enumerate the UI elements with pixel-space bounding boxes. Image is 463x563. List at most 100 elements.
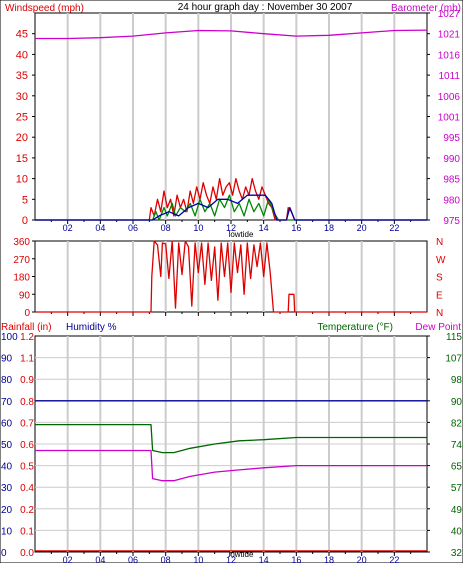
compass-label: E [436, 290, 443, 301]
compass-label: W [436, 255, 446, 266]
compass-label: N [436, 308, 443, 319]
y-tick-label-humidity: 90 [1, 354, 13, 365]
y-tick-label-windspeed: 20 [16, 132, 28, 144]
chart-title: 24 hour graph day : November 30 2007 [178, 2, 353, 13]
y-tick-label-temperature: 82 [451, 418, 463, 429]
series-line [35, 194, 427, 221]
y-tick-label-windspeed: 35 [16, 70, 28, 82]
y-tick-label-temperature: 57 [451, 483, 463, 494]
y-tick-label-rainfall: 0.6 [20, 440, 34, 451]
x-axis-label-bottom: lowtide [229, 550, 254, 559]
left-axis-label: Windspeed (mph) [5, 3, 84, 14]
y-tick-label-rainfall: 0.5 [20, 462, 34, 473]
x-tick-label: 22 [389, 555, 399, 563]
x-tick-label: 10 [193, 555, 203, 563]
y-tick-label-temperature: 49 [451, 505, 463, 516]
y-tick-label-windspeed: 15 [16, 153, 28, 165]
series-line [35, 194, 427, 221]
y-tick-label-rainfall: 1.1 [20, 354, 34, 365]
y-tick-label-barometer: 985 [443, 175, 460, 186]
y-tick-label-temperature: 98 [451, 375, 463, 386]
series-line [35, 449, 427, 482]
x-tick-label: 08 [161, 223, 171, 233]
y-tick-label-temperature: 40 [451, 526, 463, 537]
x-tick-label: 06 [128, 555, 138, 563]
y-tick-label-rainfall: 1.2 [20, 332, 34, 343]
y-tick-label-barometer: 1021 [438, 30, 461, 41]
series-line [35, 423, 427, 454]
humidity-axis-label: Humidity % [66, 322, 117, 333]
y-tick-label-temperature: 115 [446, 332, 462, 343]
x-tick-label: 20 [357, 223, 367, 233]
y-tick-label-humidity: 80 [1, 375, 13, 386]
x-tick-label: 18 [324, 555, 334, 563]
y-tick-label-windspeed: 45 [16, 29, 28, 41]
y-tick-label-humidity: 40 [1, 462, 13, 473]
y-tick-label-barometer: 1027 [438, 9, 461, 20]
x-tick-label: 18 [324, 223, 334, 233]
x-tick-label: 20 [357, 555, 367, 563]
y-tick-label-barometer: 995 [443, 133, 460, 144]
y-tick-label-temperature: 65 [451, 462, 463, 473]
series-line [35, 240, 427, 313]
temperature-axis-label: Temperature (°F) [317, 322, 393, 333]
y-tick-label-barometer: 1016 [438, 50, 461, 61]
y-tick-label-rainfall: 0.8 [20, 397, 34, 408]
y-tick-label-windspeed: 5 [22, 194, 28, 206]
x-tick-label: 16 [291, 555, 301, 563]
x-tick-label: 04 [95, 555, 105, 563]
compass-label: S [436, 273, 443, 284]
y-tick-label-humidity: 20 [1, 505, 13, 516]
x-tick-label: 06 [128, 223, 138, 233]
compass-label: N [436, 237, 443, 248]
y-tick-label-windspeed: 40 [16, 49, 28, 61]
y-tick-label-humidity: 10 [1, 526, 13, 537]
right-axis-label: Barometer (mb) [391, 3, 461, 14]
y-tick-label-direction: 90 [19, 290, 31, 301]
y-tick-label-barometer: 975 [443, 216, 460, 227]
y-tick-label-rainfall: 0.1 [20, 526, 34, 537]
x-tick-label: 16 [291, 223, 301, 233]
y-tick-label-temperature: 107 [445, 354, 462, 365]
y-tick-label-humidity: 70 [1, 397, 13, 408]
y-tick-label-barometer: 1011 [438, 71, 460, 82]
y-tick-label-windspeed: 30 [16, 91, 28, 103]
x-tick-label: 02 [63, 555, 73, 563]
y-tick-label-humidity: 100 [1, 332, 18, 343]
y-tick-label-humidity: 60 [1, 418, 13, 429]
y-tick-label-windspeed: 0 [22, 215, 28, 227]
x-tick-label: 14 [259, 555, 269, 563]
y-tick-label-rainfall: 0.4 [20, 483, 34, 494]
x-tick-label: 22 [389, 223, 399, 233]
y-tick-label-barometer: 980 [443, 195, 460, 206]
series-line [35, 29, 428, 40]
y-tick-label-direction: 360 [13, 237, 30, 248]
chart-marks: 02 04 06 08 10 12 14 16 18 20 22 02 04 06 08 10 12 14 16 18… [1, 9, 462, 563]
series-line [35, 177, 427, 221]
y-tick-label-direction: 270 [13, 255, 30, 266]
y-tick-label-windspeed: 25 [16, 112, 28, 124]
x-tick-label: 14 [259, 223, 269, 233]
x-axis-label-top: lowtide [229, 230, 254, 239]
y-tick-label-temperature: 74 [451, 440, 463, 451]
y-tick-label-barometer: 990 [443, 154, 460, 165]
y-tick-label-barometer: 1001 [438, 113, 461, 124]
y-tick-label-humidity: 0 [1, 548, 7, 559]
y-tick-label-rainfall: 0.2 [20, 505, 34, 516]
x-tick-label: 04 [95, 223, 105, 233]
x-tick-label: 02 [63, 223, 73, 233]
y-tick-label-humidity: 30 [1, 483, 13, 494]
y-tick-label-direction: 0 [24, 308, 30, 319]
y-tick-label-barometer: 1006 [438, 92, 461, 103]
x-tick-label: 10 [193, 223, 203, 233]
y-tick-label-humidity: 50 [1, 440, 13, 451]
x-tick-label: 12 [226, 223, 236, 233]
y-tick-label-rainfall: 0.0 [20, 548, 34, 559]
y-tick-label-rainfall: 0.9 [20, 375, 34, 386]
y-tick-label-temperature: 90 [451, 397, 463, 408]
y-tick-label-temperature: 32 [451, 548, 463, 559]
rainfall-axis-label: Rainfall (in) [1, 322, 52, 333]
y-tick-label-windspeed: 10 [16, 174, 28, 186]
x-tick-label: 08 [161, 555, 171, 563]
